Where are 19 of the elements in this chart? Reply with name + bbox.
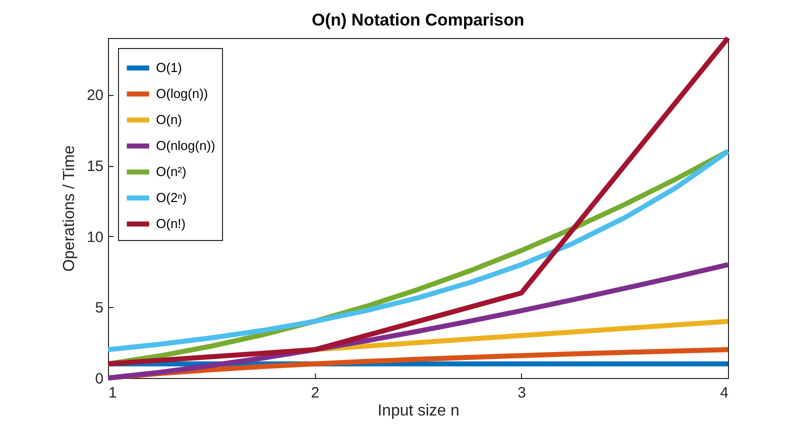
- legend-label: O(2ⁿ): [156, 190, 187, 205]
- y-tick-label: 20: [86, 87, 104, 104]
- y-tick-label: 15: [86, 158, 104, 175]
- y-axis-title: Operations / Time: [60, 145, 78, 272]
- y-tick-label: 5: [95, 300, 104, 317]
- y-tick-label: 10: [86, 228, 104, 246]
- chart-title: O(n) Notation Comparison: [312, 10, 524, 30]
- legend-label: O(n): [156, 112, 182, 127]
- x-axis-title: Input size n: [378, 402, 460, 420]
- x-tick-label: 2: [310, 384, 320, 402]
- legend-label: O(nlog(n)): [156, 138, 216, 153]
- legend-label: O(1): [156, 60, 182, 75]
- legend-label: O(n!): [156, 216, 186, 231]
- y-tick-label: 0: [95, 370, 104, 388]
- x-tick-label: 3: [518, 384, 526, 402]
- x-tick-label: 4: [720, 384, 728, 402]
- legend-label: O(n²): [156, 164, 186, 179]
- x-tick-label: 1: [108, 384, 117, 402]
- legend-label: O(log(n)): [156, 86, 208, 101]
